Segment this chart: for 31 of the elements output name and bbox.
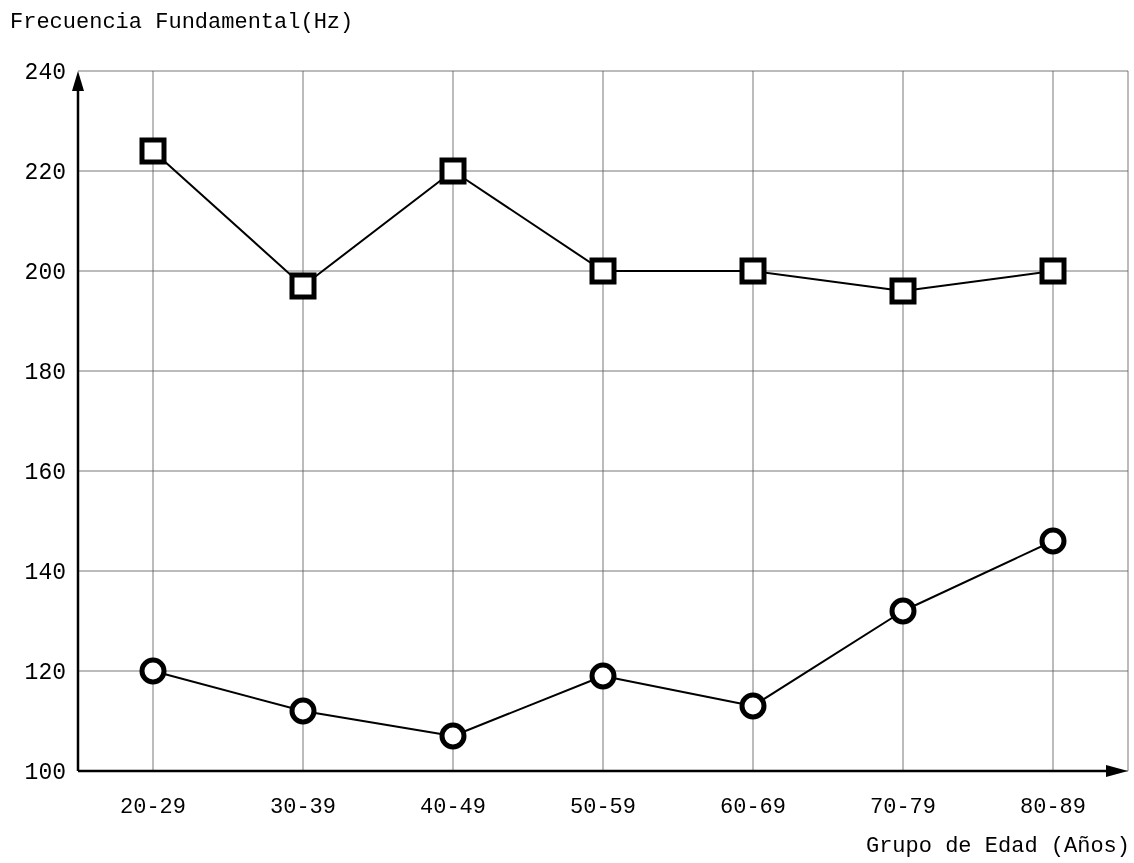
y-tick-label: 120 [24, 660, 66, 687]
y-tick-label: 180 [24, 360, 66, 387]
y-axis-title: Frecuencia Fundamental(Hz) [10, 10, 354, 35]
x-tick-label: 20-29 [119, 795, 187, 820]
x-tick-label: 70-79 [869, 795, 937, 820]
y-tick-label: 240 [24, 60, 66, 87]
point [439, 722, 467, 750]
point [289, 697, 317, 725]
y-tick-label: 100 [24, 760, 66, 787]
point [589, 662, 617, 690]
point [289, 272, 317, 300]
x-tick-label: 30-39 [269, 795, 337, 820]
point [1039, 257, 1067, 285]
point [889, 277, 917, 305]
point [889, 597, 917, 625]
y-tick-label: 200 [24, 260, 66, 287]
point [139, 137, 167, 165]
point [439, 157, 467, 185]
x-tick-label: 40-49 [419, 795, 487, 820]
x-tick-label: 60-69 [719, 795, 787, 820]
point [1039, 527, 1067, 555]
x-tick-label: 50-59 [569, 795, 637, 820]
y-tick-label: 140 [24, 560, 66, 587]
x-axis-title: Grupo de Edad (Años) [865, 834, 1130, 859]
point [739, 692, 767, 720]
point [139, 657, 167, 685]
y-tick-label: 160 [24, 460, 66, 487]
y-tick-label: 220 [24, 160, 66, 187]
point [739, 257, 767, 285]
point [589, 257, 617, 285]
x-tick-label: 80-89 [1019, 795, 1087, 820]
